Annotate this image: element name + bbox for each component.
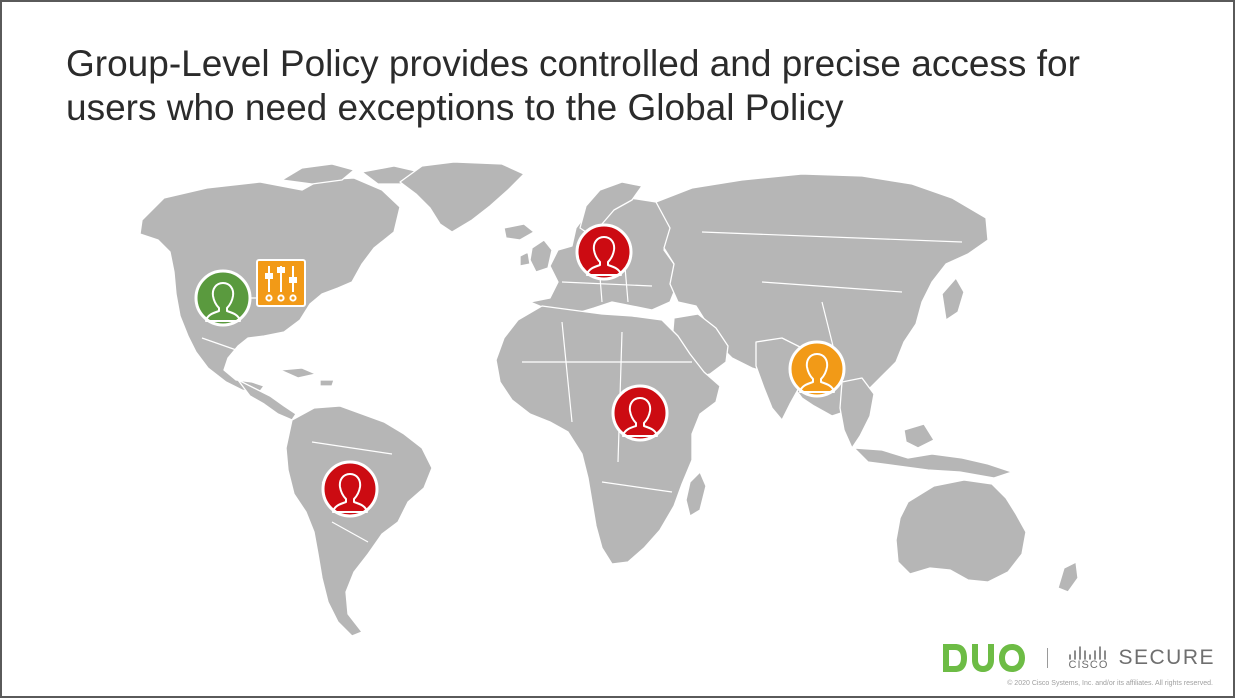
new-zealand xyxy=(1057,561,1079,593)
central-america xyxy=(237,379,297,421)
africa-landmass xyxy=(495,305,721,565)
footer-divider xyxy=(1047,648,1049,668)
user-marker-europe[interactable] xyxy=(575,223,633,281)
title-line-1: Group-Level Policy provides controlled a… xyxy=(66,43,1080,84)
user-icon xyxy=(622,397,658,437)
australia xyxy=(895,479,1027,583)
japan xyxy=(941,277,965,321)
user-icon xyxy=(799,353,835,393)
user-icon xyxy=(332,473,368,513)
cisco-label: CISCO xyxy=(1068,658,1109,671)
british-isles xyxy=(519,239,553,273)
cisco-bars-icon xyxy=(1069,645,1107,660)
southeast-asia xyxy=(839,377,875,449)
indonesia xyxy=(853,423,1013,479)
copyright-notice: © 2020 Cisco Systems, Inc. and/or its af… xyxy=(1007,680,1213,687)
user-marker-south-asia[interactable] xyxy=(788,340,846,398)
user-marker-north-america[interactable] xyxy=(194,269,252,327)
sliders-icon[interactable] xyxy=(256,259,306,307)
duo-logo-icon xyxy=(943,644,1026,672)
slide-title: Group-Level Policy provides controlled a… xyxy=(66,42,1186,130)
secure-label: SECURE xyxy=(1118,646,1215,669)
user-marker-south-america[interactable] xyxy=(321,460,379,518)
user-marker-africa[interactable] xyxy=(611,384,669,442)
footer-branding: CISCO SECURE xyxy=(943,644,1215,672)
south-america-landmass xyxy=(285,405,433,637)
iceland xyxy=(503,223,535,241)
user-icon xyxy=(205,282,241,322)
caribbean-islands xyxy=(279,367,335,387)
title-line-2: users who need exceptions to the Global … xyxy=(66,87,844,128)
greenland xyxy=(399,161,525,233)
cisco-logo: CISCO xyxy=(1068,645,1109,671)
madagascar xyxy=(685,471,707,517)
user-icon xyxy=(586,236,622,276)
